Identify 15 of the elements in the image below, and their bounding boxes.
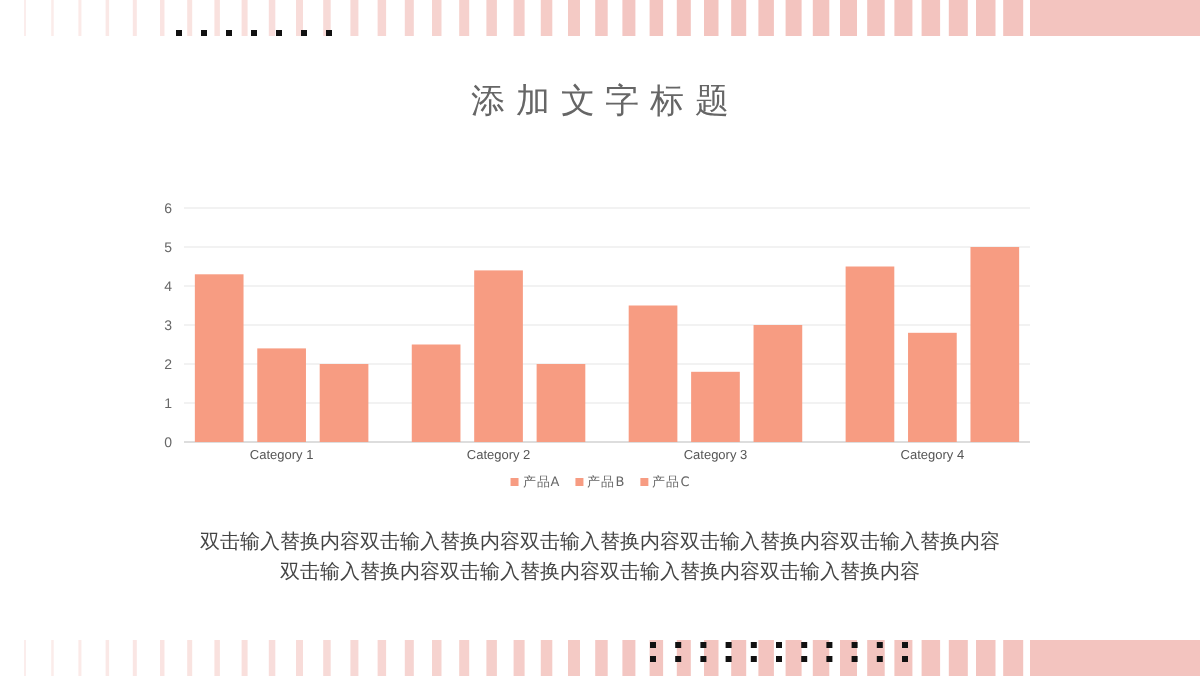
bar [474, 270, 523, 442]
bar [845, 266, 895, 442]
bar [691, 371, 740, 442]
bar [753, 325, 803, 442]
bar [628, 305, 678, 442]
text: 双击输入替换内容双击输入替换内容双击输入替换内容双击输入替换内容 [280, 560, 920, 584]
bar [411, 344, 461, 442]
bar [908, 332, 957, 442]
bar [536, 364, 586, 442]
chart-title: 添 加 文 字 标 题 [470, 82, 730, 122]
bar [970, 247, 1020, 442]
bar [319, 364, 369, 442]
bar [194, 274, 244, 442]
bar [257, 348, 306, 442]
text: 双击输入替换内容双击输入替换内容双击输入替换内容双击输入替换内容双击输入替换内容 [200, 530, 1000, 554]
